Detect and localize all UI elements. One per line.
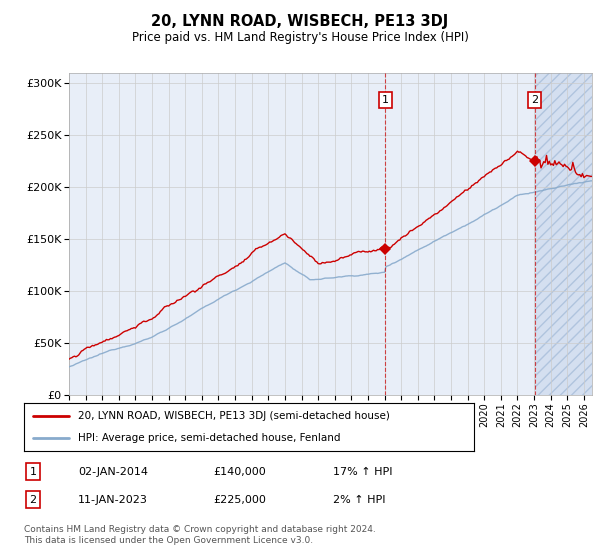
Text: 1: 1 [382, 95, 389, 105]
Text: 17% ↑ HPI: 17% ↑ HPI [333, 466, 392, 477]
Text: 11-JAN-2023: 11-JAN-2023 [78, 494, 148, 505]
Text: 2% ↑ HPI: 2% ↑ HPI [333, 494, 386, 505]
Text: 1: 1 [29, 466, 37, 477]
Text: HPI: Average price, semi-detached house, Fenland: HPI: Average price, semi-detached house,… [78, 433, 341, 443]
Text: 2: 2 [531, 95, 538, 105]
Text: 20, LYNN ROAD, WISBECH, PE13 3DJ (semi-detached house): 20, LYNN ROAD, WISBECH, PE13 3DJ (semi-d… [78, 411, 390, 421]
Text: Price paid vs. HM Land Registry's House Price Index (HPI): Price paid vs. HM Land Registry's House … [131, 31, 469, 44]
Text: £140,000: £140,000 [213, 466, 266, 477]
Text: Contains HM Land Registry data © Crown copyright and database right 2024.
This d: Contains HM Land Registry data © Crown c… [24, 525, 376, 545]
Bar [535, 73, 592, 395]
Text: £225,000: £225,000 [213, 494, 266, 505]
Text: 02-JAN-2014: 02-JAN-2014 [78, 466, 148, 477]
Text: 2: 2 [29, 494, 37, 505]
Text: 20, LYNN ROAD, WISBECH, PE13 3DJ: 20, LYNN ROAD, WISBECH, PE13 3DJ [151, 14, 449, 29]
Bar [535, 73, 592, 395]
